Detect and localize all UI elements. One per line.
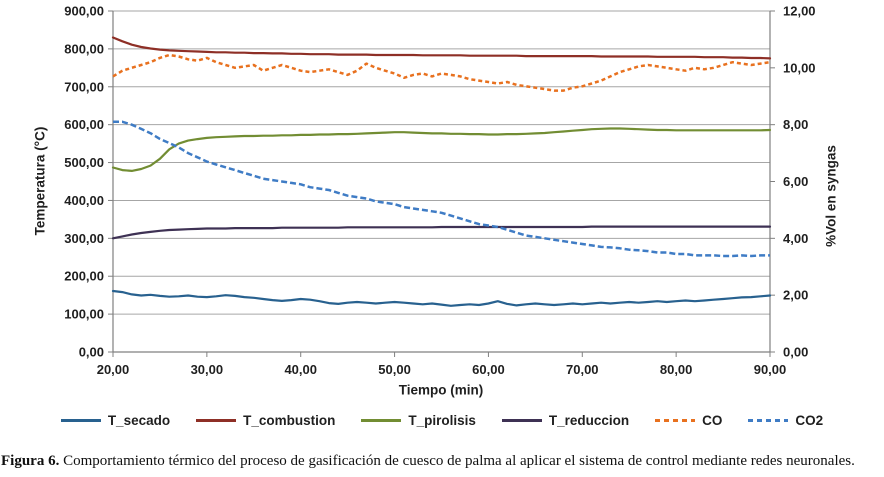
caption-label: Figura 6. xyxy=(1,453,60,469)
svg-text:8,00: 8,00 xyxy=(783,117,808,132)
svg-text:12,00: 12,00 xyxy=(783,4,816,19)
svg-text:80,00: 80,00 xyxy=(660,362,693,377)
caption: Figura 6. Comportamiento térmico del pro… xyxy=(1,451,883,471)
svg-text:90,00: 90,00 xyxy=(754,362,787,377)
legend-item-t-pirolisis: T_pirolisis xyxy=(361,413,476,428)
y-axis-right-title: %Vol en syngas xyxy=(823,145,839,247)
legend-label: T_combustion xyxy=(243,413,336,428)
legend-item-t-reduccion: T_reduccion xyxy=(501,413,630,428)
svg-text:40,00: 40,00 xyxy=(284,362,317,377)
co2-line-swatch-icon xyxy=(748,419,789,422)
legend-item-co2: CO2 xyxy=(748,413,823,428)
svg-text:100,00: 100,00 xyxy=(64,307,104,322)
legend-label: T_pirolisis xyxy=(408,413,476,428)
t-secado-line-swatch-icon xyxy=(60,419,101,422)
t-combustion-line-swatch-icon xyxy=(196,419,237,422)
caption-text: Comportamiento térmico del proceso de ga… xyxy=(63,453,855,469)
svg-text:700,00: 700,00 xyxy=(64,79,104,94)
svg-text:70,00: 70,00 xyxy=(566,362,599,377)
t-reduccion-line-swatch-icon xyxy=(501,419,542,422)
svg-text:2,00: 2,00 xyxy=(783,288,808,303)
svg-text:500,00: 500,00 xyxy=(64,155,104,170)
legend: T_secado T_combustion T_pirolisis T_redu… xyxy=(0,413,884,428)
svg-text:4,00: 4,00 xyxy=(783,231,808,246)
co-line-swatch-icon xyxy=(655,419,696,422)
y-axis-left-title: Temperatura (°C) xyxy=(32,126,48,236)
t-pirolisis-line-swatch-icon xyxy=(361,419,402,422)
svg-text:60,00: 60,00 xyxy=(472,362,505,377)
svg-text:30,00: 30,00 xyxy=(191,362,224,377)
svg-text:300,00: 300,00 xyxy=(64,231,104,246)
legend-item-t-combustion: T_combustion xyxy=(196,413,335,428)
svg-text:200,00: 200,00 xyxy=(64,269,104,284)
svg-text:0,00: 0,00 xyxy=(79,345,104,360)
legend-label: CO xyxy=(702,413,723,428)
svg-text:400,00: 400,00 xyxy=(64,193,104,208)
legend-label: T_secado xyxy=(107,413,171,428)
svg-text:900,00: 900,00 xyxy=(64,4,104,19)
legend-item-co: CO xyxy=(655,413,722,428)
svg-text:0,00: 0,00 xyxy=(783,345,808,360)
svg-text:6,00: 6,00 xyxy=(783,174,808,189)
x-axis-title: Tiempo (min) xyxy=(398,382,484,398)
svg-text:50,00: 50,00 xyxy=(378,362,411,377)
svg-text:800,00: 800,00 xyxy=(64,41,104,56)
legend-label: T_reduccion xyxy=(548,413,630,428)
legend-item-t-secado: T_secado xyxy=(60,413,171,428)
legend-label: CO2 xyxy=(795,413,824,428)
svg-text:20,00: 20,00 xyxy=(97,362,130,377)
svg-text:600,00: 600,00 xyxy=(64,117,104,132)
svg-text:10,00: 10,00 xyxy=(783,60,816,75)
chart-canvas: 0,00 100,00 200,00 300,00 400,00 500,00 600,00… xyxy=(64,4,816,378)
